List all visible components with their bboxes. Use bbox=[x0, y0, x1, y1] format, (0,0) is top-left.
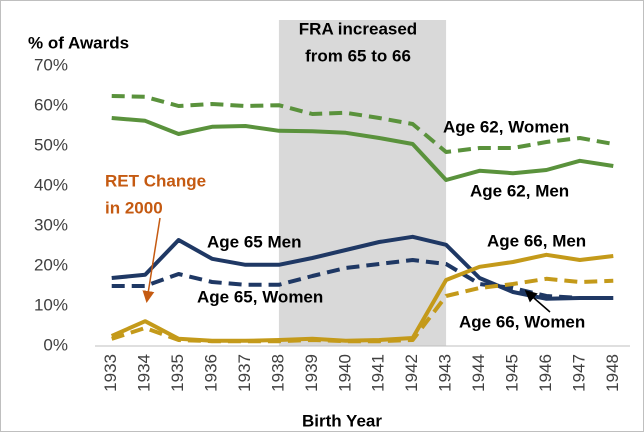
series-label: Age 66, Women bbox=[459, 312, 585, 331]
series-label: Age 65, Women bbox=[197, 287, 323, 306]
x-tick-label: 1941 bbox=[369, 354, 388, 392]
x-tick-label: 1948 bbox=[603, 354, 622, 392]
y-tick-label: 10% bbox=[34, 295, 68, 314]
x-tick-label: 1945 bbox=[502, 354, 521, 392]
y-tick-label: 40% bbox=[34, 175, 68, 194]
y-tick-label: 60% bbox=[34, 95, 68, 114]
x-tick-label: 1934 bbox=[135, 354, 154, 392]
series-line bbox=[111, 276, 614, 344]
y-tick-label: 30% bbox=[34, 215, 68, 234]
x-tick-label: 1943 bbox=[436, 354, 455, 392]
x-tick-label: 1942 bbox=[402, 354, 421, 392]
arrow bbox=[142, 217, 161, 303]
x-tick-label: 1940 bbox=[335, 354, 354, 392]
shaded-region bbox=[278, 20, 447, 346]
series-label: Age 65 Men bbox=[207, 232, 301, 251]
annotation: from 65 to 66 bbox=[305, 46, 411, 65]
x-axis-label: Birth Year bbox=[302, 411, 382, 430]
y-tick-label: 50% bbox=[34, 135, 68, 154]
series-label: Age 62, Women bbox=[443, 117, 569, 136]
x-tick-label: 1944 bbox=[469, 354, 488, 392]
y-tick-label: 70% bbox=[34, 55, 68, 74]
annotation: RET Change bbox=[105, 171, 206, 190]
y-tick-label: 0% bbox=[43, 335, 68, 354]
series-line bbox=[111, 94, 614, 154]
arrow bbox=[524, 290, 551, 313]
x-tick-label: 1939 bbox=[302, 354, 321, 392]
series-line bbox=[111, 116, 614, 182]
x-tick-label: 1933 bbox=[101, 354, 120, 392]
annotation: in 2000 bbox=[105, 198, 163, 217]
annotation: FRA increased bbox=[299, 19, 417, 38]
y-axis-label: % of Awards bbox=[28, 33, 129, 52]
x-tick-label: 1937 bbox=[235, 354, 254, 392]
x-tick-label: 1947 bbox=[569, 354, 588, 392]
x-tick-label: 1935 bbox=[168, 354, 187, 392]
x-tick-label: 1938 bbox=[268, 354, 287, 392]
x-tick-label: 1946 bbox=[536, 354, 555, 392]
x-tick-label: 1936 bbox=[202, 354, 221, 392]
series-label: Age 62, Men bbox=[470, 181, 569, 200]
series-label: Age 66, Men bbox=[487, 231, 586, 250]
y-tick-label: 20% bbox=[34, 255, 68, 274]
